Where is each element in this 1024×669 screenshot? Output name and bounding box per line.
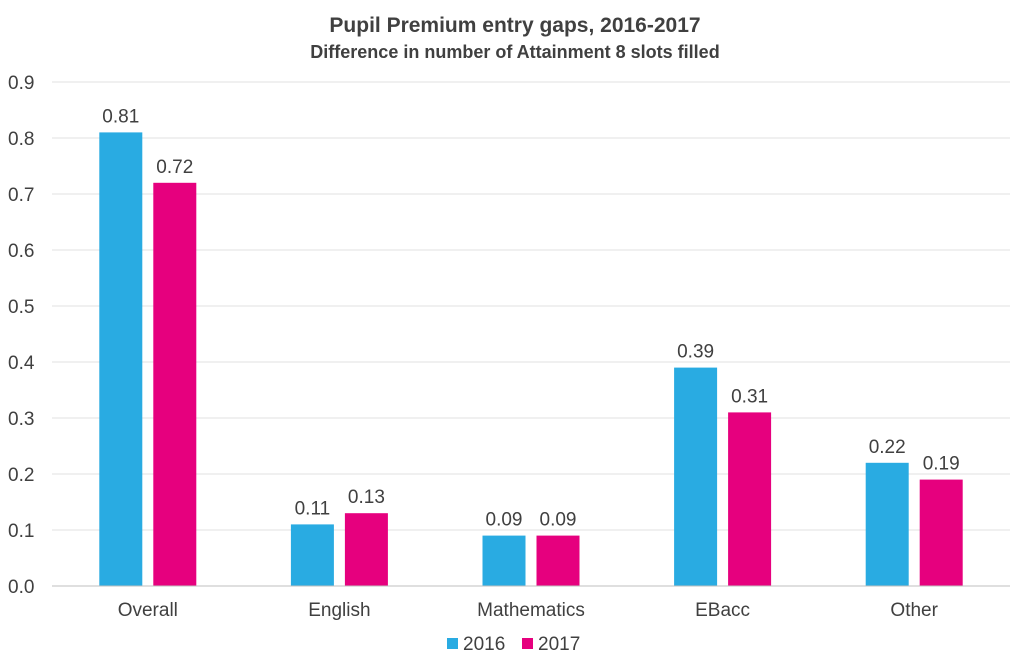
bar-2017-english (344, 513, 388, 586)
data-label-2017-english: 0.13 (348, 487, 385, 508)
data-label-2016-mathematics: 0.09 (486, 510, 523, 531)
category-label-other: Other (890, 600, 938, 621)
category-label-overall: Overall (118, 600, 178, 621)
legend-label-2016: 2016 (463, 634, 505, 655)
y-tick-label: 0.5 (8, 297, 34, 318)
data-label-2016-english: 0.11 (295, 498, 331, 519)
legend-swatch-2016 (447, 638, 458, 649)
y-tick-label: 0.6 (8, 241, 34, 262)
bar-2017-mathematics (536, 535, 580, 586)
y-tick-label: 0.3 (8, 409, 34, 430)
legend-label-2017: 2017 (538, 634, 580, 655)
chart-subtitle: Difference in number of Attainment 8 slo… (310, 42, 719, 62)
data-label-2017-mathematics: 0.09 (540, 510, 577, 531)
y-tick-label: 0.8 (8, 129, 34, 150)
data-label-2017-ebacc: 0.31 (731, 386, 768, 407)
data-label-2017-other: 0.19 (923, 454, 960, 475)
x-axis-category-labels: Overall English Mathematics EBacc Other (118, 600, 939, 621)
y-tick-label: 0.0 (8, 577, 34, 598)
chart-title: Pupil Premium entry gaps, 2016-2017 (329, 14, 700, 37)
bar-2016-english (290, 524, 334, 586)
y-tick-label: 0.1 (8, 521, 34, 542)
bar-2016-mathematics (482, 535, 526, 586)
y-tick-label: 0.7 (8, 185, 34, 206)
data-label-2016-overall: 0.81 (102, 106, 139, 127)
legend-swatch-2017 (522, 638, 533, 649)
bars (99, 132, 963, 587)
data-labels: 0.81 0.72 0.11 0.13 0.09 0.09 0.39 0.31 0.22 0.19 (102, 106, 959, 530)
y-tick-label: 0.4 (8, 353, 35, 374)
legend: 2016 2017 (447, 634, 580, 655)
bar-2017-other (919, 479, 963, 586)
bar-2017-overall (153, 182, 197, 587)
bar-2016-overall (99, 132, 143, 586)
data-label-2016-ebacc: 0.39 (677, 342, 714, 363)
category-label-mathematics: Mathematics (477, 600, 585, 621)
y-axis-tick-labels: 0.0 0.1 0.2 0.3 0.4 0.5 0.6 0.7 0.8 0.9 (8, 73, 35, 598)
bar-2016-other (865, 462, 909, 586)
category-label-english: English (308, 600, 370, 621)
data-label-2017-overall: 0.72 (156, 157, 193, 178)
y-tick-label: 0.9 (8, 73, 34, 94)
bar-2017-ebacc (728, 412, 772, 586)
y-tick-label: 0.2 (8, 465, 34, 486)
category-label-ebacc: EBacc (695, 600, 750, 621)
data-label-2016-other: 0.22 (869, 437, 906, 458)
bar-2016-ebacc (674, 367, 718, 586)
gridlines (52, 81, 1010, 531)
